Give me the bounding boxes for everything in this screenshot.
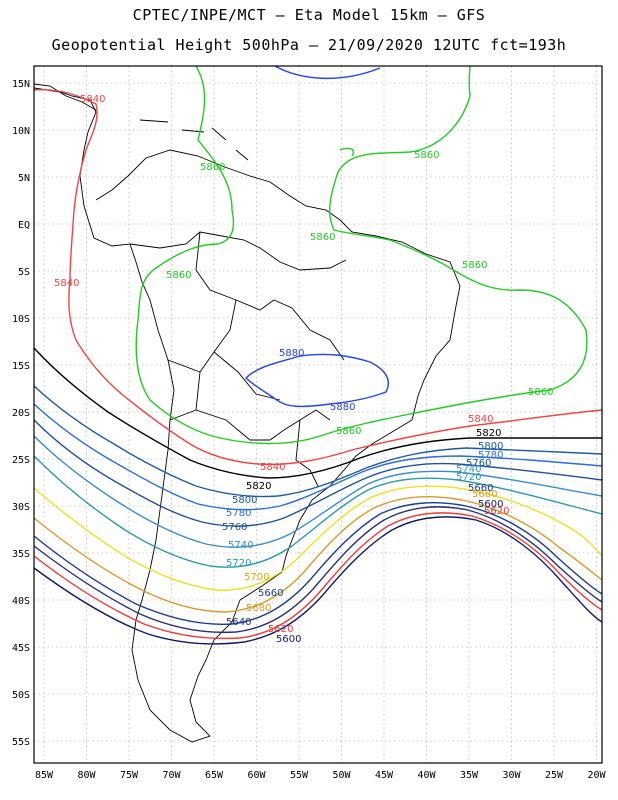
lat-tick-label: 30S [12, 502, 30, 513]
label-5720: 5720 [456, 472, 481, 483]
contour-5600 [33, 516, 603, 645]
central-america [33, 83, 97, 111]
label-5660: 5660 [258, 588, 283, 599]
lat-tick-label: 55S [12, 737, 30, 748]
label-5620: 5620 [268, 624, 293, 635]
lat-tick-label: 10N [12, 126, 30, 137]
label-5600: 5600 [276, 634, 301, 645]
label-5620: 5620 [484, 506, 509, 517]
contour-5880-north [274, 65, 381, 80]
label-5660: 5660 [468, 483, 493, 494]
lat-tick-label: 15S [12, 361, 30, 372]
lat-tick-label: 5N [18, 173, 30, 184]
contour-5860-small [339, 147, 355, 157]
lat-tick-label: EQ [18, 220, 30, 231]
label-5820: 5820 [476, 428, 501, 439]
label-5860: 5860 [336, 426, 361, 437]
lon-tick-label: 60W [247, 770, 266, 781]
contour-5860-main [135, 65, 588, 445]
label-5860: 5860 [310, 232, 335, 243]
gridlines [34, 66, 602, 763]
label-5720: 5720 [226, 558, 251, 569]
contour-5880-closed [245, 353, 389, 408]
map-frame [33, 65, 603, 764]
label-5680: 5680 [472, 489, 497, 500]
label-5800: 5800 [232, 495, 257, 506]
contour-5700 [33, 485, 603, 591]
label-5860: 5860 [414, 150, 439, 161]
label-5760: 5760 [222, 522, 247, 533]
label-5740: 5740 [228, 540, 253, 551]
lon-tick-label: 50W [332, 770, 351, 781]
lon-tick-label: 65W [205, 770, 224, 781]
latitude-labels: 15N 10N 5N EQ 5S 10S 15S 20S 25S 30S 35S 40S 45S 50S 5… [12, 79, 30, 748]
label-5780: 5780 [226, 508, 251, 519]
lon-tick-label: 35W [460, 770, 479, 781]
lat-tick-label: 5S [18, 267, 30, 278]
contour-5760 [33, 419, 603, 527]
label-5680: 5680 [246, 603, 271, 614]
label-5860: 5860 [166, 270, 191, 281]
lat-tick-label: 25S [12, 455, 30, 466]
lon-tick-label: 80W [77, 770, 96, 781]
label-5740: 5740 [456, 464, 481, 475]
label-5880: 5880 [330, 402, 355, 413]
label-5760: 5760 [466, 458, 491, 469]
contour-5840-west [33, 88, 603, 466]
label-5640: 5640 [226, 617, 251, 628]
lon-tick-label: 75W [120, 770, 139, 781]
south-america-coast [33, 87, 461, 743]
label-5860: 5860 [200, 162, 225, 173]
lon-tick-label: 30W [502, 770, 521, 781]
lon-tick-label: 45W [375, 770, 394, 781]
lon-tick-label: 85W [35, 770, 54, 781]
coastline [33, 83, 461, 743]
label-5860: 5860 [462, 260, 487, 271]
label-5780: 5780 [478, 450, 503, 461]
longitude-labels: 85W 80W 75W 70W 65W 60W 55W 50W 45W 40W 35W 30W 25W 2… [35, 770, 607, 781]
caribbean-islands [139, 119, 249, 161]
label-5600: 5600 [478, 499, 503, 510]
label-5880: 5880 [279, 348, 304, 359]
lat-tick-label: 50S [12, 690, 30, 701]
contour-5720 [33, 455, 603, 568]
title-line-2: Geopotential Height 500hPa – 21/09/2020 … [51, 36, 567, 54]
title-line-1: CPTEC/INPE/MCT – Eta Model 15km – GFS [132, 6, 486, 24]
contour-5660 [33, 502, 603, 626]
lon-tick-label: 25W [545, 770, 564, 781]
contour-5620 [33, 512, 603, 640]
contour-5680 [33, 496, 603, 613]
country-borders [129, 231, 347, 487]
label-5820: 5820 [246, 481, 271, 492]
lon-tick-label: 40W [417, 770, 436, 781]
label-5840: 5840 [54, 278, 79, 289]
label-5700: 5700 [244, 572, 269, 583]
lon-tick-label: 70W [162, 770, 181, 781]
label-5840: 5840 [468, 414, 493, 425]
label-5840: 5840 [260, 462, 285, 473]
lat-tick-label: 20S [12, 408, 30, 419]
label-5860: 5860 [528, 387, 553, 398]
contour-5820 [33, 347, 602, 479]
contour-5640 [33, 506, 603, 634]
contour-5780 [33, 403, 603, 511]
contour-5800 [33, 385, 603, 498]
lat-tick-label: 10S [12, 314, 30, 325]
lat-tick-label: 40S [12, 596, 30, 607]
lat-tick-label: 45S [12, 643, 30, 654]
contour-5740 [33, 435, 603, 548]
lon-tick-label: 55W [290, 770, 309, 781]
label-5840: 5840 [80, 94, 105, 105]
lat-tick-label: 15N [12, 79, 30, 90]
lon-tick-label: 20W [587, 770, 606, 781]
label-5800: 5800 [478, 441, 503, 452]
height-contours [33, 65, 603, 645]
lat-tick-label: 35S [12, 549, 30, 560]
